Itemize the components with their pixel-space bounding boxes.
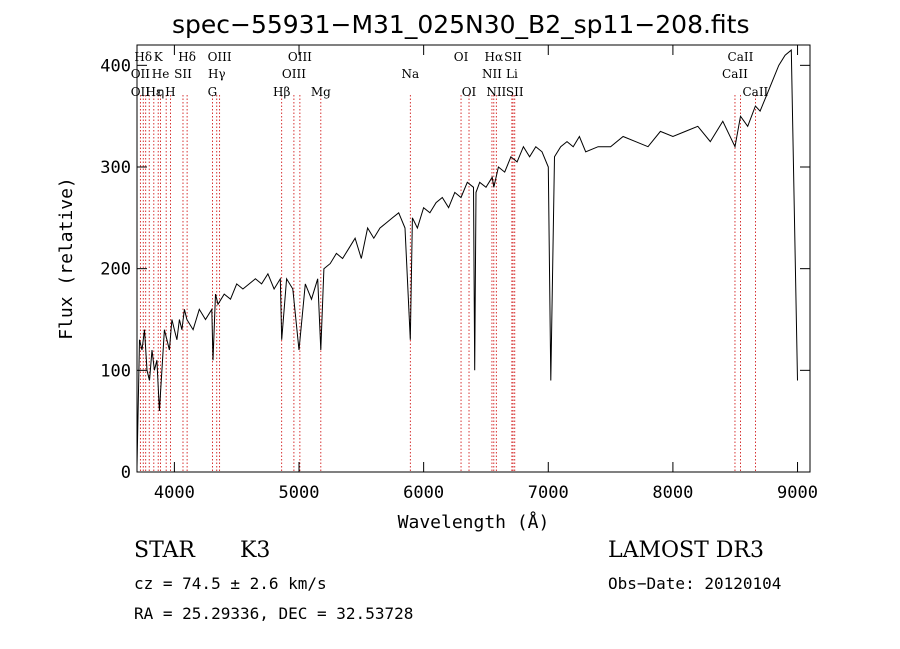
line-label-4: OIII (288, 50, 312, 64)
line-label-23: Hβ (273, 85, 290, 99)
x-tick-label-5: 9000 (777, 483, 818, 503)
x-axis-ticks: 4000 5000 6000 7000 8000 9000 (154, 45, 818, 503)
y-tick-label-2: 200 (100, 260, 131, 280)
observation-date: Obs−Date: 20120104 (608, 574, 782, 593)
y-tick-label-1: 100 (100, 361, 131, 381)
x-tick-label-4: 8000 (652, 483, 693, 503)
y-axis-ticks: 0 100 200 300 400 (100, 56, 810, 483)
spectrum-series-line (136, 49, 798, 467)
line-label-10: He (152, 67, 170, 81)
line-label-25: OI (462, 85, 477, 99)
line-label-5: OI (454, 50, 469, 64)
line-label-27: SII (506, 85, 524, 99)
object-class: STAR (134, 538, 195, 563)
y-axis-label: Flux (relative) (56, 177, 77, 340)
plot-frame (136, 44, 811, 473)
line-label-1: K (154, 50, 164, 64)
line-label-6: Hα (485, 50, 504, 64)
line-label-11: SII (174, 67, 192, 81)
x-tick-label-3: 7000 (528, 483, 569, 503)
line-label-8: CaII (728, 50, 754, 64)
line-label-24: Mg (311, 85, 331, 99)
line-label-18: OII (131, 85, 151, 99)
line-label-7: SII (504, 50, 522, 64)
chart-title: spec−55931−M31_025N30_B2_sp11−208.fits (172, 10, 750, 39)
x-tick-label-0: 4000 (154, 483, 195, 503)
x-axis-label: Wavelength (Å) (398, 511, 550, 533)
y-tick-label-4: 400 (100, 56, 131, 76)
spectral-subclass: K3 (240, 538, 271, 563)
redshift-velocity: cz = 74.5 ± 2.6 km/s (134, 574, 327, 593)
line-label-14: Na (401, 67, 419, 81)
line-label-2: Hδ (178, 50, 196, 64)
line-label-26: NII (486, 85, 506, 99)
sky-coordinates: RA = 25.29336, DEC = 32.53728 (134, 604, 414, 623)
line-label-13: OIII (282, 67, 306, 81)
line-label-0: Hδ (134, 50, 152, 64)
line-label-9: OII (131, 67, 151, 81)
line-label-28: CaII (742, 85, 768, 99)
line-label-19: Hε (145, 85, 162, 99)
line-label-20: η (157, 85, 164, 99)
line-label-17: CaII (722, 67, 748, 81)
y-tick-label-0: 0 (121, 463, 131, 483)
x-tick-label-2: 6000 (403, 483, 444, 503)
line-label-21: H (165, 85, 175, 99)
line-label-22: G (208, 85, 218, 99)
line-label-16: Li (506, 67, 518, 81)
survey-name: LAMOST DR3 (608, 538, 764, 563)
x-tick-label-1: 5000 (279, 483, 320, 503)
emission-line-markers (139, 95, 756, 472)
line-label-3: OIII (208, 50, 232, 64)
line-label-12: Hγ (208, 67, 226, 81)
line-label-15: NII (482, 67, 502, 81)
y-tick-label-3: 300 (100, 158, 131, 178)
